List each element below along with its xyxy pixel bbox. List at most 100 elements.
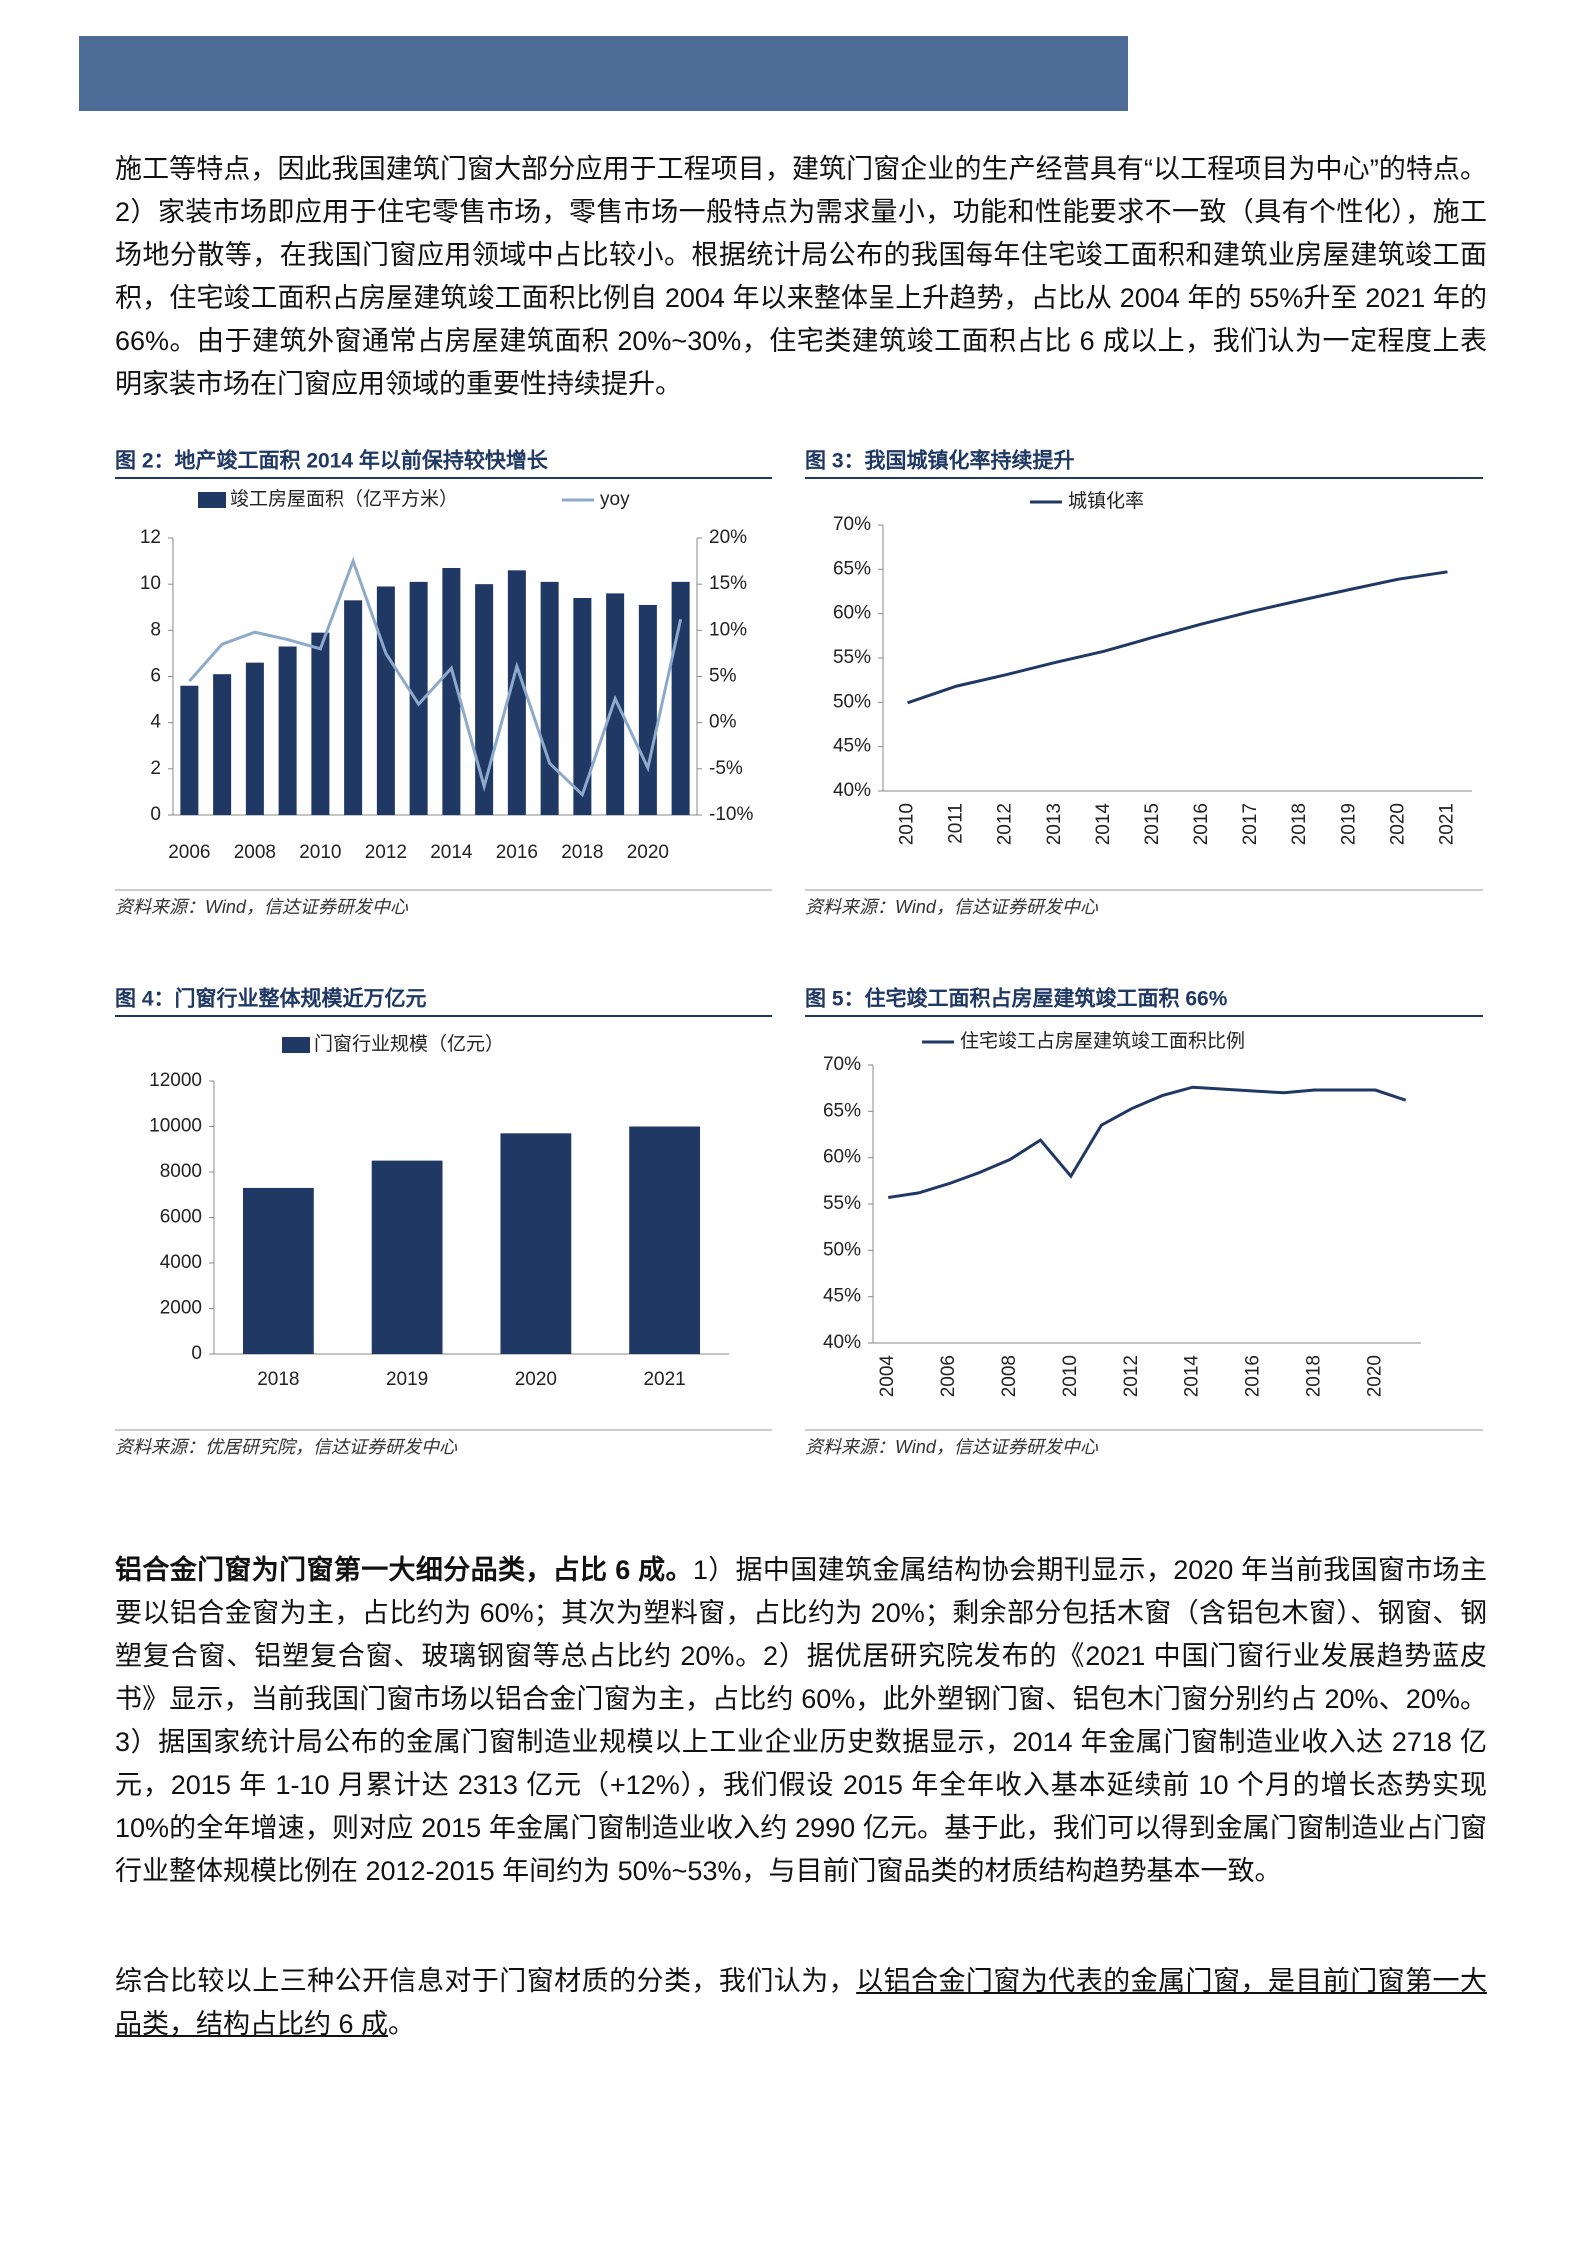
x-tick-label: 2016 <box>1191 803 1212 845</box>
paragraph-text: 综合比较以上三种公开信息对于门窗材质的分类，我们认为， <box>115 1966 857 1996</box>
legend-label: 竣工房屋面积（亿平方米） <box>230 488 458 510</box>
y-tick-label: 45% <box>833 736 871 757</box>
y-tick-label: 0 <box>191 1343 202 1364</box>
legend-label: yoy <box>600 489 630 510</box>
x-tick-label: 2015 <box>1142 803 1163 845</box>
bar <box>376 586 395 815</box>
y-tick-label: 50% <box>823 1239 861 1260</box>
x-tick-label: 2014 <box>430 842 473 863</box>
y2-tick-label: 10% <box>709 619 747 640</box>
x-tick-label: 2018 <box>1303 1355 1324 1397</box>
paragraph-end: 。 <box>388 2009 416 2039</box>
x-tick-label: 2008 <box>999 1355 1020 1397</box>
x-tick-label: 2011 <box>946 803 967 844</box>
y-tick-label: 6 <box>150 666 161 687</box>
figure-source: 资料来源：优居研究院，信达证券研发中心 <box>115 1437 458 1457</box>
y-tick-label: 2 <box>150 758 161 779</box>
x-tick-label: 2018 <box>1289 803 1310 845</box>
x-tick-label: 2014 <box>1093 803 1114 846</box>
y2-tick-label: 15% <box>709 573 747 594</box>
legend-label: 门窗行业规模（亿元） <box>314 1033 504 1055</box>
legend-swatch <box>198 492 226 508</box>
y-tick-label: 4000 <box>160 1252 202 1273</box>
y-tick-label: 40% <box>823 1332 861 1353</box>
paragraph-text: 施工等特点，因此我国建筑门窗大部分应用于工程项目，建筑门窗企业的生产经营具有“以… <box>115 154 1487 399</box>
y-tick-label: 40% <box>833 780 871 801</box>
y-tick-label: 65% <box>823 1100 861 1121</box>
x-tick-label: 2020 <box>515 1369 557 1390</box>
x-tick-label: 2006 <box>168 842 210 863</box>
x-tick-label: 2010 <box>299 842 341 863</box>
figure-source: 资料来源：Wind，信达证券研发中心 <box>805 1437 1099 1457</box>
x-tick-label: 2019 <box>386 1369 428 1390</box>
y2-tick-label: -5% <box>709 758 743 779</box>
y-tick-label: 55% <box>823 1193 861 1214</box>
bar <box>540 581 559 815</box>
x-tick-label: 2006 <box>938 1355 959 1397</box>
y2-tick-label: 20% <box>709 527 747 548</box>
y-tick-label: 10000 <box>149 1116 202 1137</box>
x-tick-label: 2012 <box>365 842 407 863</box>
y-tick-label: 65% <box>833 558 871 579</box>
paragraph-underline: 以铝合金门窗为代表的金属门窗，是目前门窗第一大品类，结构占比约 6 成 <box>115 1966 1488 2039</box>
legend-swatch <box>282 1037 310 1053</box>
x-tick-label: 2004 <box>877 1355 898 1398</box>
bar <box>573 598 592 815</box>
bar <box>442 568 461 815</box>
x-tick-label: 2012 <box>995 803 1016 845</box>
bar <box>213 674 232 815</box>
x-tick-label: 2013 <box>1044 803 1065 845</box>
x-tick-label: 2016 <box>496 842 538 863</box>
bar <box>500 1133 572 1354</box>
bar <box>475 584 494 815</box>
y2-tick-label: 0% <box>709 712 737 733</box>
paragraph-text: 1）据中国建筑金属结构协会期刊显示，2020 年当前我国窗市场主要以铝合金窗为主… <box>115 1555 1487 1886</box>
bar <box>409 581 428 815</box>
x-tick-label: 2019 <box>1338 803 1359 845</box>
y-tick-label: 70% <box>823 1054 861 1075</box>
bar <box>344 600 363 815</box>
x-tick-label: 2010 <box>1060 1355 1081 1397</box>
y-tick-label: 12000 <box>149 1070 202 1091</box>
bar <box>671 581 690 815</box>
y-tick-label: 2000 <box>160 1298 202 1319</box>
figure-title: 图 5：住宅竣工面积占房屋建筑竣工面积 66% <box>805 987 1228 1011</box>
y-tick-label: 0 <box>150 804 161 825</box>
x-tick-label: 2018 <box>257 1369 299 1390</box>
y-tick-label: 70% <box>833 514 871 535</box>
bar <box>311 632 330 815</box>
bar <box>638 604 657 815</box>
y-tick-label: 8 <box>150 619 161 640</box>
bar <box>245 662 264 815</box>
bar <box>242 1187 314 1354</box>
y-tick-label: 6000 <box>160 1207 202 1228</box>
x-tick-label: 2018 <box>561 842 603 863</box>
bar <box>180 685 199 815</box>
y-tick-label: 45% <box>823 1286 861 1307</box>
paragraph-lead: 铝合金门窗为门窗第一大细分品类，占比 6 成。 <box>115 1555 693 1585</box>
figure-source: 资料来源：Wind，信达证券研发中心 <box>115 897 409 917</box>
paragraph: 铝合金门窗为门窗第一大细分品类，占比 6 成。1）据中国建筑金属结构协会期刊显示… <box>115 1549 1487 1893</box>
x-tick-label: 2017 <box>1240 803 1261 845</box>
y-tick-label: 10 <box>140 573 161 594</box>
y-tick-label: 12 <box>140 527 161 548</box>
y2-tick-label: 5% <box>709 666 737 687</box>
header-bar <box>79 36 1128 111</box>
bar <box>278 646 297 815</box>
line <box>188 556 683 798</box>
x-tick-label: 2021 <box>1436 803 1457 845</box>
figure-title: 图 4：门窗行业整体规模近万亿元 <box>115 987 427 1011</box>
y-tick-label: 60% <box>823 1147 861 1168</box>
bar <box>507 570 526 815</box>
x-tick-label: 2016 <box>1243 1355 1264 1397</box>
figure-source: 资料来源：Wind，信达证券研发中心 <box>805 897 1099 917</box>
figure-title: 图 3：我国城镇化率持续提升 <box>805 449 1075 473</box>
y-tick-label: 60% <box>833 603 871 624</box>
paragraph: 综合比较以上三种公开信息对于门窗材质的分类，我们认为，以铝合金门窗为代表的金属门… <box>115 1960 1487 2046</box>
line <box>907 570 1448 705</box>
x-tick-label: 2010 <box>897 803 918 845</box>
bar <box>629 1126 701 1354</box>
figure-title: 图 2：地产竣工面积 2014 年以前保持较快增长 <box>115 449 549 473</box>
